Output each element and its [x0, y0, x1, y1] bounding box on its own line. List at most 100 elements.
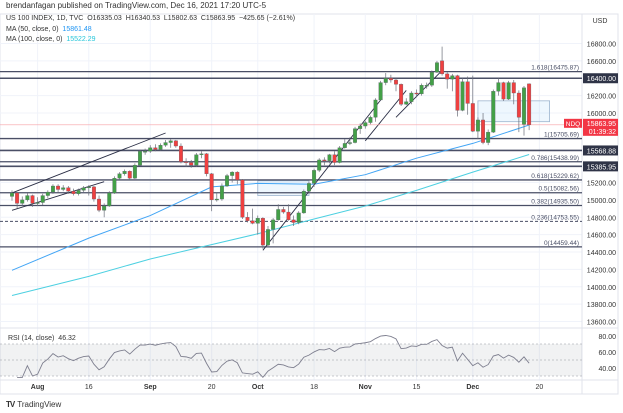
candle [276, 204, 281, 221]
trendline [395, 70, 443, 118]
candle [347, 137, 352, 146]
candle-body [414, 92, 419, 95]
candle [363, 120, 368, 129]
candle [435, 60, 439, 74]
candle [322, 157, 327, 166]
candle [291, 215, 296, 226]
candle-body [168, 140, 173, 143]
candle [378, 80, 383, 101]
candle [81, 185, 86, 193]
candle-body [332, 154, 337, 163]
candle-body [132, 164, 137, 179]
candle-body [511, 82, 516, 94]
candle-body [189, 162, 194, 166]
candle-body [86, 186, 91, 189]
candle-body [10, 192, 14, 197]
ma50-legend[interactable]: MA (50, close, 0) 15861.48 [6, 26, 92, 33]
candle [61, 185, 66, 192]
candle-body [250, 220, 255, 224]
candle-body [56, 185, 61, 190]
x-tick-label: Aug [31, 384, 45, 391]
candle-body [296, 212, 301, 223]
candle [445, 72, 450, 89]
candle [173, 139, 178, 148]
tv-logo-icon: TV [6, 400, 15, 409]
candle-body [307, 183, 311, 192]
candle-body [327, 154, 332, 161]
candle-body [291, 219, 296, 223]
candle-body [383, 78, 388, 83]
candle-body [429, 72, 434, 86]
candle [230, 171, 235, 183]
candle-body [435, 62, 439, 73]
candle [163, 139, 168, 147]
candle-body [30, 195, 35, 204]
candle [286, 204, 291, 221]
last-price-label: 15863.95 [587, 121, 616, 128]
candle-body [194, 154, 199, 166]
trendline [11, 132, 166, 194]
candle-body [219, 185, 224, 200]
candle [470, 75, 475, 133]
candle [465, 76, 470, 115]
candle [117, 172, 122, 180]
candle [138, 149, 142, 167]
candle-body [281, 209, 286, 213]
y-tick-label: 14400.00 [587, 250, 616, 257]
candle [132, 163, 137, 180]
candle-body [373, 99, 378, 118]
candle [158, 143, 163, 151]
candle [373, 98, 378, 122]
ma100-label: MA (100, close, 0) [6, 36, 63, 43]
rsi-tick-label: 40.00 [598, 366, 616, 373]
candle [429, 70, 434, 87]
candle-body [522, 87, 526, 125]
candle-body [204, 153, 209, 174]
candle [424, 82, 429, 89]
chart-frame [0, 13, 619, 395]
rsi-tick-label: 60.00 [598, 350, 616, 357]
symbol-name[interactable]: US 100 INDEX, 1D, TVC [6, 15, 84, 22]
candle-body [91, 186, 96, 200]
candle-body [271, 219, 276, 230]
candle [506, 80, 511, 100]
x-tick-label: 20 [535, 384, 543, 391]
candle-body [40, 195, 45, 203]
candle-body [153, 147, 158, 150]
price-chart[interactable]: 16800.00 16600.00 16200.00 16000.00 15200.00… [0, 0, 623, 400]
fib-level-label: 0.236(14753.55) [531, 214, 579, 221]
candle [383, 73, 388, 86]
ma100-legend[interactable]: MA (100, close, 0) 15522.29 [6, 36, 96, 43]
candle-body [450, 75, 455, 80]
fib-level-label: 0.618(15229.62) [531, 173, 579, 180]
candle [102, 203, 107, 218]
candle [225, 173, 229, 187]
candle [168, 139, 173, 148]
candle [91, 185, 96, 202]
candle [501, 81, 506, 101]
tradingview-logo[interactable]: TV TradingView [6, 400, 61, 409]
candle [25, 192, 30, 202]
candle-body [102, 205, 107, 211]
candle [122, 169, 127, 176]
candle-body [399, 84, 404, 105]
candle [235, 171, 240, 185]
candle [399, 83, 404, 107]
candle [127, 170, 132, 180]
x-tick-label: Sep [144, 384, 157, 391]
candle-body [358, 125, 363, 129]
candle-body [179, 145, 183, 162]
fib-level-label: 1(15705.69) [544, 132, 579, 139]
candle-body [245, 217, 250, 221]
candle [353, 126, 357, 144]
candle [51, 184, 55, 194]
candle-body [199, 153, 204, 155]
candle [481, 113, 485, 145]
candle-body [516, 92, 521, 118]
level-price-label: 15385.95 [587, 164, 616, 171]
level-price-tag [583, 145, 618, 156]
candle-body [25, 195, 30, 201]
candle-body [240, 179, 245, 218]
candle [301, 189, 306, 214]
bar-countdown: 01:39:32 [589, 129, 616, 136]
